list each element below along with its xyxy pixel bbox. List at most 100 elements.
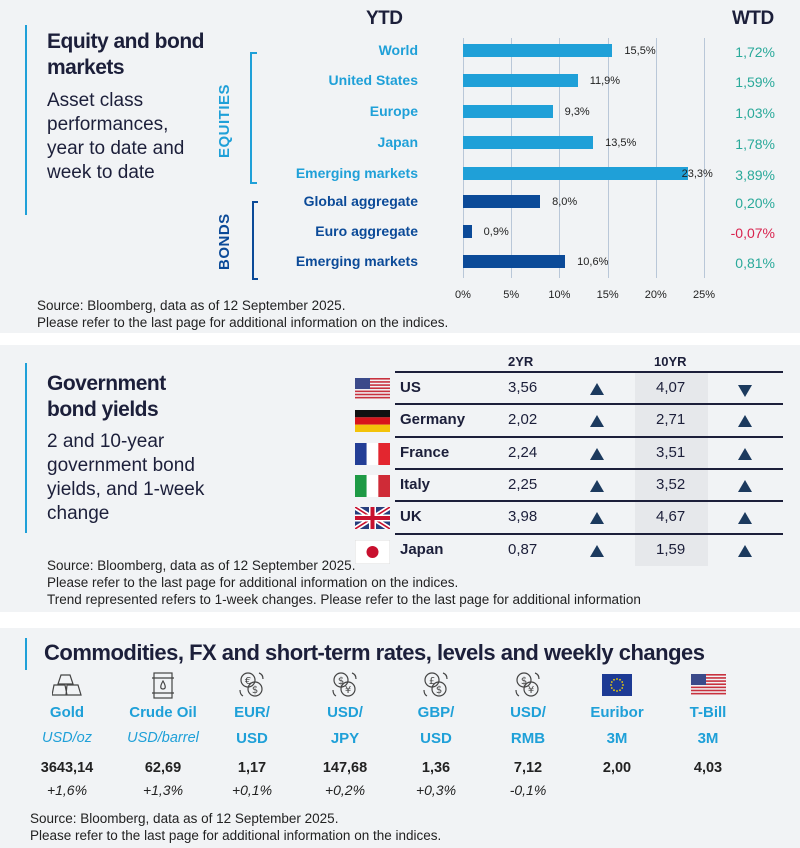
item-label: Crude Oil — [129, 704, 197, 721]
source-text: Source: Bloomberg, data as of 12 Septemb… — [37, 298, 346, 313]
bar-data-label: 9,3% — [564, 106, 590, 118]
x-tick-label: 15% — [596, 289, 619, 301]
country-name: US — [400, 379, 421, 396]
triangle-up-icon — [590, 415, 604, 428]
bar-data-label: 23,3% — [681, 168, 713, 180]
section-title: Equity and bond markets — [47, 30, 204, 79]
item-weekly-change: +0,2% — [324, 782, 366, 798]
svg-text:£: £ — [429, 676, 435, 687]
commodity-item: Euribor 3M 2,00 — [569, 670, 665, 782]
source-text: Source: Bloomberg, data as of 12 Septemb… — [30, 811, 339, 826]
category-label: Euro aggregate — [315, 223, 418, 239]
france-flag-icon — [355, 442, 390, 465]
yield-row: US 3,56 4,07 — [355, 371, 783, 403]
item-unit: JPY — [330, 730, 360, 747]
bar-data-label: 15,5% — [624, 45, 656, 57]
2yr-yield: 2,02 — [508, 411, 538, 429]
japan-flag-icon — [354, 539, 391, 564]
x-tick-label: 5% — [503, 289, 520, 301]
item-weekly-change: +1,6% — [46, 782, 88, 798]
item-value: 2,00 — [602, 760, 632, 776]
triangle-up-icon — [590, 479, 604, 492]
category-label: Emerging markets — [295, 165, 418, 181]
gridline — [511, 38, 513, 278]
svg-text:$: $ — [338, 676, 344, 687]
equity-section: Equity and bond markets Asset class perf… — [0, 0, 800, 333]
category-label: United States — [328, 72, 418, 88]
item-value: 4,03 — [693, 760, 723, 776]
ytd-bar — [463, 167, 688, 180]
triangle-up-icon — [590, 512, 604, 525]
wtd-value: 0,20% — [735, 195, 775, 211]
triangle-down-icon — [738, 385, 752, 397]
item-label: USD/ — [510, 704, 546, 721]
item-unit: USD — [236, 730, 268, 747]
10yr-yield: 1,59 — [656, 540, 686, 558]
ytd-bar — [463, 255, 566, 268]
accent-bar — [25, 638, 27, 670]
triangle-up-icon — [590, 383, 604, 395]
ytd-bar — [463, 195, 541, 208]
svg-text:€: € — [245, 676, 251, 687]
ytd-bar — [463, 44, 613, 57]
10yr-yield: 4,07 — [656, 379, 686, 396]
2yr-yield: 3,98 — [508, 508, 538, 526]
10yr-yield: 3,51 — [656, 443, 686, 461]
wtd-value: -0,07% — [730, 225, 775, 241]
country-name: Japan — [400, 540, 444, 558]
equities-bracket — [250, 52, 257, 184]
item-weekly-change: +1,3% — [142, 782, 184, 798]
category-label: Japan — [377, 134, 418, 150]
item-weekly-change: +0,1% — [231, 782, 273, 798]
section-subtitle: Asset class performances, year to date a… — [47, 90, 185, 183]
category-label: World — [378, 42, 418, 58]
item-label: Gold — [49, 704, 85, 721]
bonds-bracket — [252, 201, 258, 280]
commodity-item: $ ¥ USD/RMB 7,12 -0,1% — [480, 670, 576, 798]
item-label: GBP/ — [417, 704, 455, 721]
10yr-header: 10YR — [654, 354, 687, 369]
commodity-item: € $ EUR/USD 1,17 +0,1% — [204, 670, 300, 798]
2yr-yield: 0,87 — [508, 540, 538, 558]
dollar-yuan-exchange-icon: $ ¥ — [480, 670, 576, 700]
10yr-yield: 4,67 — [656, 508, 686, 526]
svg-text:¥: ¥ — [345, 685, 351, 696]
item-weekly-change: +0,3% — [415, 782, 457, 798]
gold-bars-icon — [19, 670, 115, 700]
trend-note-text: Trend represented refers to 1-week chang… — [47, 592, 641, 607]
2yr-header: 2YR — [508, 354, 534, 369]
x-tick-label: 0% — [455, 289, 471, 301]
triangle-up-icon — [738, 479, 752, 492]
bonds-label: BONDS — [216, 213, 233, 270]
item-value: 62,69 — [144, 760, 182, 776]
commodity-item: Crude Oil USD/barrel 62,69 +1,3% — [115, 670, 211, 798]
item-value: 1,17 — [237, 760, 267, 776]
ytd-bar — [463, 74, 578, 87]
country-name: Italy — [400, 475, 431, 493]
eu-flag-icon — [569, 670, 665, 700]
note-text: Please refer to the last page for additi… — [47, 575, 459, 590]
commodity-item: $ ¥ USD/JPY 147,68 +0,2% — [297, 670, 393, 798]
item-label: EUR/ — [234, 704, 270, 721]
svg-text:¥: ¥ — [528, 685, 534, 696]
10yr-yield: 3,52 — [656, 475, 686, 493]
country-name: France — [400, 443, 450, 461]
triangle-up-icon — [738, 512, 752, 525]
accent-bar — [25, 25, 27, 215]
dollar-yen-exchange-icon: $ ¥ — [297, 670, 393, 700]
section-subtitle: 2 and 10-year government bond yields, an… — [47, 431, 205, 524]
ytd-header: YTD — [366, 8, 403, 29]
commodities-section: Commodities, FX and short-term rates, le… — [0, 628, 800, 848]
yield-row: Japan 0,87 1,59 — [354, 532, 783, 565]
yield-row: France 2,24 3,51 — [355, 435, 783, 468]
triangle-up-icon — [738, 544, 752, 557]
section-title: Commodities, FX and short-term rates, le… — [44, 640, 705, 665]
item-value: 3643,14 — [40, 760, 94, 776]
uk-flag-icon — [353, 505, 392, 532]
gridline — [559, 38, 561, 278]
bar-data-label: 0,9% — [483, 226, 509, 238]
item-label: Euribor — [590, 704, 644, 721]
svg-text:$: $ — [252, 685, 258, 696]
commodity-item: £ $ GBP/USD 1,36 +0,3% — [388, 670, 484, 798]
wtd-header: WTD — [732, 8, 774, 29]
